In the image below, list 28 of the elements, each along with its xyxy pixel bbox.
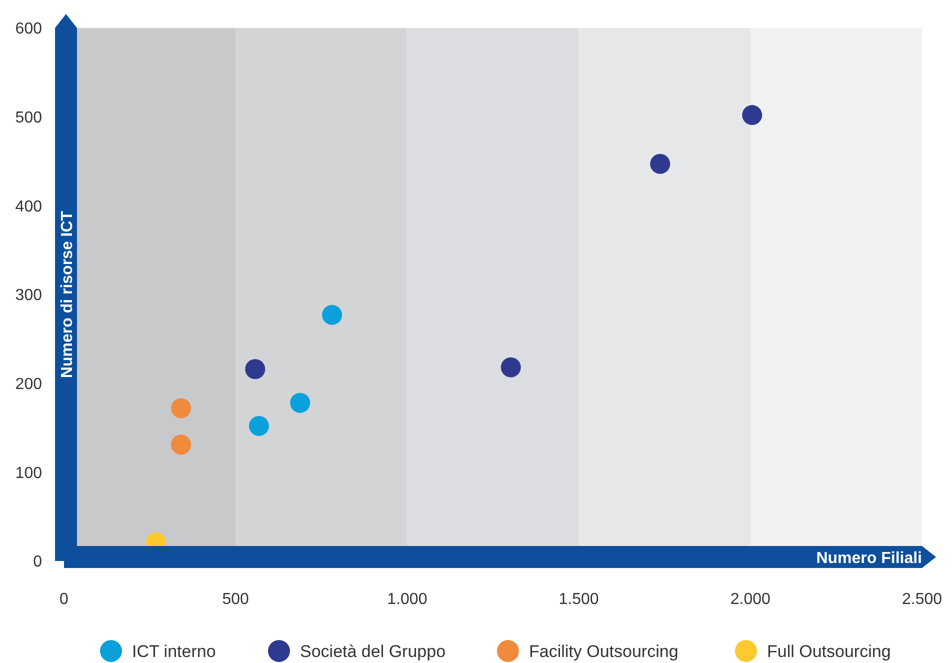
x-tick-label: 0 — [60, 591, 69, 608]
y-tick-label: 100 — [15, 464, 42, 482]
x-tick-label: 2.000 — [730, 591, 771, 608]
legend-label: Facility Outsourcing — [529, 642, 678, 661]
point — [171, 398, 192, 418]
point — [290, 392, 310, 413]
x-axis-title: Numero Filiali — [816, 550, 922, 567]
y-tick-label: 200 — [15, 376, 42, 393]
point — [248, 416, 269, 436]
point — [171, 434, 192, 455]
point — [742, 105, 762, 126]
y-tick-label: 300 — [15, 287, 42, 304]
point — [245, 359, 266, 380]
x-tick-label: 2.500 — [902, 591, 942, 608]
point — [322, 304, 342, 325]
point — [650, 154, 670, 174]
y-tick-label: 0 — [33, 554, 42, 571]
y-tick-label: 600 — [15, 20, 42, 38]
x-tick-label: 1.000 — [387, 591, 428, 608]
x-tick-label: 500 — [222, 591, 250, 608]
y-tick-label: 500 — [15, 109, 42, 126]
legend-label: Full Outsourcing — [767, 642, 891, 661]
x-tick-label: 1.500 — [558, 591, 599, 608]
point — [500, 357, 521, 378]
legend-label: Società del Gruppo — [300, 642, 446, 661]
y-tick-label: 400 — [15, 198, 42, 216]
y-axis-title: Numero di risorse ICT — [59, 210, 76, 378]
legend-label: ICT interno — [132, 642, 216, 661]
